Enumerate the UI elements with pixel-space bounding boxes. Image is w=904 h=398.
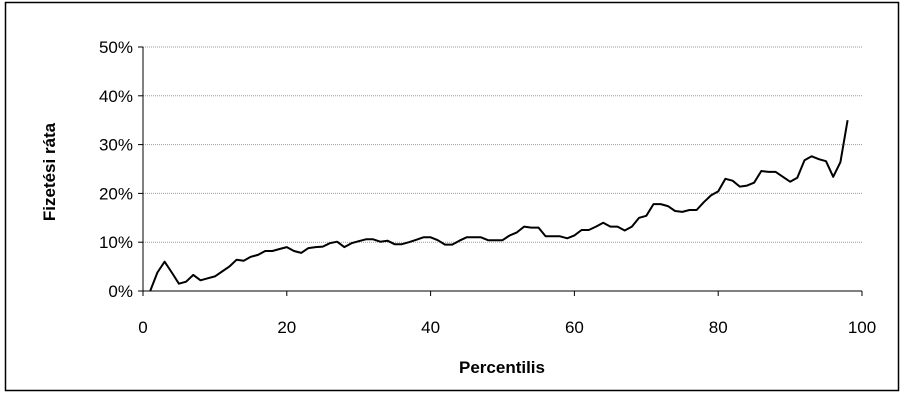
y-tick-label: 20%	[99, 184, 133, 203]
chart-border	[4, 1, 900, 392]
series-layer	[149, 120, 849, 292]
y-tick-label: 50%	[99, 38, 133, 57]
y-tick-label: 30%	[99, 136, 133, 155]
gridlines	[143, 46, 862, 243]
tick-labels: 0% 10% 20% 30% 40% 50% 0 20 40 60 80 100	[99, 38, 876, 337]
x-tick-label: 40	[421, 318, 440, 337]
x-tick-label: 60	[565, 318, 584, 337]
axes	[138, 46, 863, 296]
series-line	[149, 120, 849, 292]
y-axis-title: Fizetési ráta	[40, 122, 59, 221]
y-tick-label: 40%	[99, 87, 133, 106]
x-tick-label: 100	[848, 318, 876, 337]
x-tick-label: 20	[277, 318, 296, 337]
x-tick-label: 0	[138, 318, 147, 337]
y-tick-label: 10%	[99, 233, 133, 252]
x-axis-title: Percentilis	[459, 358, 545, 377]
y-tick-label: 0%	[108, 282, 133, 301]
x-tick-label: 80	[709, 318, 728, 337]
